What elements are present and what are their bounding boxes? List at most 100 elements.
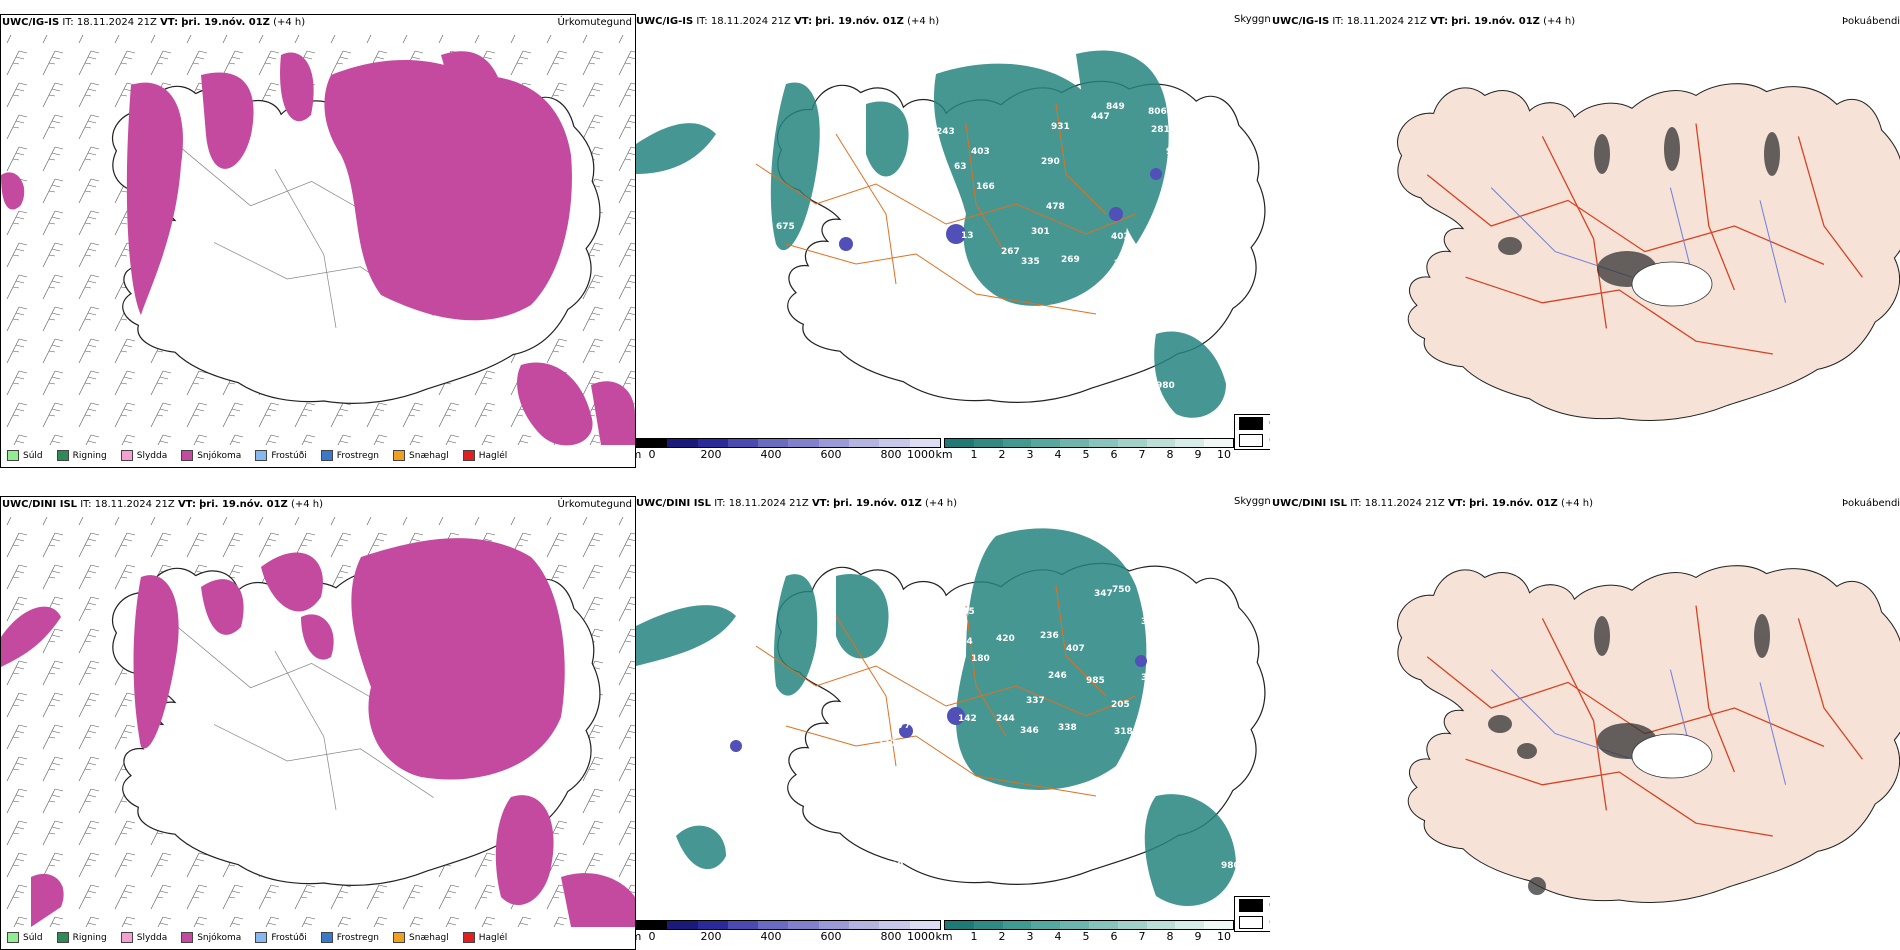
ceiling-label: 347: [1094, 589, 1113, 599]
legend-swatch: [255, 450, 268, 461]
header-visibility-top: UWC/IG-IS IT: 18.11.2024 21Z VT: þri. 19…: [636, 16, 940, 27]
ceiling-label: 301: [1031, 227, 1050, 237]
ceiling-label: 934: [1166, 147, 1185, 157]
ceiling-label: 352: [1141, 617, 1160, 627]
panel-precip-type-top: UWC/IG-IS IT: 18.11.2024 21Z VT: þri. 19…: [0, 14, 636, 468]
ceiling-label: 166: [976, 182, 995, 192]
visibility-colorbar-top: km 1 2 3 4 5 6 7 8 9 10: [935, 438, 1234, 462]
precip-type-map-bottom: [1, 517, 635, 927]
ceiling-label: 806: [1148, 107, 1167, 117]
fog-legend-box-bottom: 0 60: [1234, 896, 1270, 932]
ceiling-label: 927: [1151, 412, 1170, 422]
ceiling-label: 985: [1086, 676, 1105, 686]
legend-item: Frostúði: [255, 450, 307, 461]
header-precip-type-top: UWC/IG-IS IT: 18.11.2024 21Z VT: þri. 19…: [2, 17, 306, 28]
ceiling-label: 335: [1021, 257, 1040, 267]
snow-areas-top: [1, 51, 635, 446]
ceiling-label: 145: [956, 607, 975, 617]
legend-swatch: [181, 450, 194, 461]
ceiling-label: 269: [1061, 255, 1080, 265]
ceiling-label: 338: [1058, 723, 1077, 733]
label-visibility-bottom: Skyggni: [1234, 496, 1270, 507]
header-visibility-bottom: UWC/DINI ISL IT: 18.11.2024 21Z VT: þri.…: [636, 498, 958, 509]
legend-swatch: [320, 932, 333, 943]
legend-item: Rigning: [56, 450, 107, 461]
legend-item: Snjókoma: [181, 932, 241, 943]
legend-swatch: [181, 932, 194, 943]
header-fog-top: UWC/IG-IS IT: 18.11.2024 21Z VT: þri. 19…: [1272, 16, 1576, 27]
precip-legend-top: Súld Rigning Slydda Snjókoma Frostúði Fr…: [7, 450, 507, 461]
ceiling-label: 180: [971, 654, 990, 664]
ceiling-label: 312: [1162, 673, 1181, 683]
ceiling-label: 346: [1020, 726, 1039, 736]
ceiling-label: 387: [1141, 673, 1160, 683]
ceiling-label: 63: [954, 162, 967, 172]
legend-swatch: [320, 450, 333, 461]
precip-type-map-top: [1, 35, 635, 446]
ceiling-label: 99: [891, 861, 904, 871]
panel-precip-type-bottom: UWC/DINI ISL IT: 18.11.2024 21Z VT: þri.…: [0, 496, 636, 950]
legend-swatch: [120, 450, 133, 461]
ceiling-label: 354: [1166, 652, 1185, 662]
ceiling-label: 117: [1166, 703, 1185, 713]
legend-swatch: [393, 450, 406, 461]
ceiling-label: 174: [1156, 686, 1175, 696]
ceiling-label: 236: [1040, 631, 1059, 641]
ceiling-label: 906: [1188, 420, 1207, 430]
label-fog-bottom: Þokuábendi: [1842, 498, 1900, 509]
legend-item: Slydda: [120, 450, 167, 461]
ceiling-colorbar-top: m02004006008001000: [636, 438, 941, 462]
ceiling-label: 183: [1164, 187, 1183, 197]
visibility-bar: [944, 438, 1234, 448]
header-precip-type-bottom: UWC/DINI ISL IT: 18.11.2024 21Z VT: þri.…: [2, 499, 324, 510]
legend-item: Frostregn: [320, 932, 379, 943]
ceiling-label: 399: [1142, 706, 1161, 716]
snow-areas-bottom: [1, 538, 635, 927]
visibility-bar: [944, 920, 1234, 930]
ceiling-label: 750: [1112, 585, 1131, 595]
ceiling-label: 284: [1148, 602, 1167, 612]
legend-swatch: [120, 932, 133, 943]
legend-swatch: [7, 932, 19, 943]
ceiling-label: 407: [1066, 644, 1085, 654]
label-visibility-top: Skyggni: [1234, 14, 1270, 25]
legend-item: Slydda: [120, 932, 167, 943]
ceiling-label: 931: [1051, 122, 1070, 132]
ceiling-label: 402: [1111, 232, 1130, 242]
ceiling-bar: [636, 920, 941, 930]
ceiling-label: 980: [1221, 861, 1240, 871]
legend-swatch: [462, 932, 475, 943]
legend-item: Haglél: [462, 450, 507, 461]
ceiling-colorbar-bottom: m02004006008001000: [636, 920, 941, 944]
ceiling-label: 142: [958, 714, 977, 724]
ceiling-label: 980: [1156, 381, 1175, 391]
fog-map-top: [1396, 83, 1900, 422]
ceiling-label: 291: [1114, 259, 1133, 269]
ceiling-label: 13: [961, 231, 974, 241]
legend-item: Haglél: [462, 932, 507, 943]
legend-item: Súld: [7, 450, 43, 461]
legend-item: Frostúði: [255, 932, 307, 943]
ceiling-label: 25: [806, 217, 819, 227]
fog-legend-box-top: 0 60: [1234, 414, 1270, 450]
label-fog-top: Þokuábendi: [1842, 16, 1900, 27]
ceiling-label: 675: [776, 222, 795, 232]
ceiling-label: 849: [1106, 102, 1125, 112]
ceiling-label: 478: [1046, 202, 1065, 212]
panel-fog-top: UWC/IG-IS IT: 18.11.2024 21Z VT: þri. 19…: [1272, 14, 1900, 454]
ceiling-label: 290: [1041, 157, 1060, 167]
legend-item: Frostregn: [320, 450, 379, 461]
ceiling-label: 698: [1166, 239, 1185, 249]
legend-swatch: [462, 450, 475, 461]
panel-fog-bottom: UWC/DINI ISL IT: 18.11.2024 21Z VT: þri.…: [1272, 496, 1900, 936]
ceiling-label: 244: [996, 714, 1015, 724]
ceiling-label: 267: [1001, 247, 1020, 257]
legend-item: Snjókoma: [181, 450, 241, 461]
ceiling-label: 117: [878, 739, 897, 749]
ceiling-label: 39: [896, 237, 909, 247]
ceiling-label: 280: [1241, 407, 1260, 417]
legend-swatch: [56, 450, 69, 461]
panel-visibility-top: UWC/IG-IS IT: 18.11.2024 21Z VT: þri. 19…: [636, 14, 1270, 468]
ceiling-label: 243: [936, 127, 955, 137]
legend-item: Snæhagl: [393, 450, 449, 461]
